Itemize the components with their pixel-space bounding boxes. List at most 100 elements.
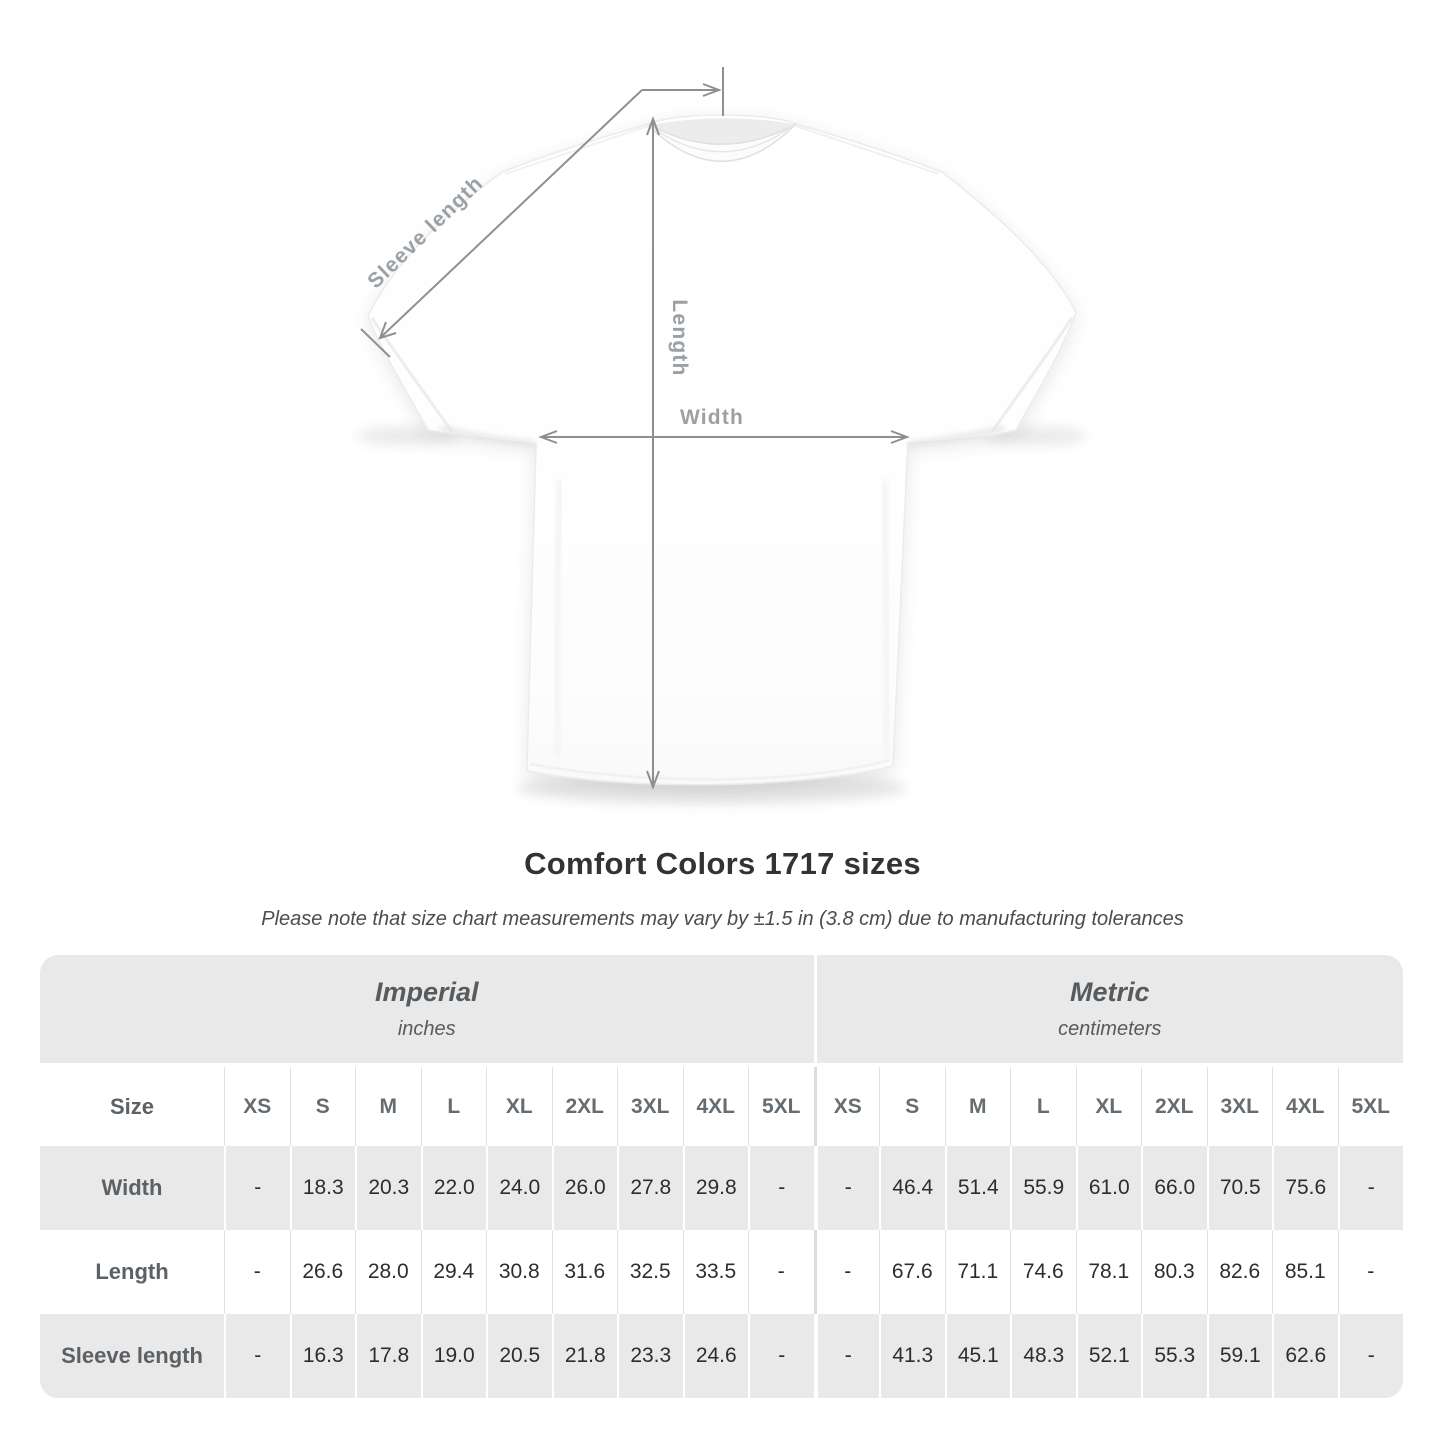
value-cell: 61.0: [1075, 1146, 1141, 1230]
size-header-imperial: 2XL: [551, 1067, 617, 1146]
value-cell: 28.0: [355, 1230, 421, 1314]
value-cell: -: [224, 1230, 290, 1314]
width-left-arrowhead: [538, 430, 558, 444]
value-cell: 29.8: [682, 1146, 748, 1230]
row-label: Length: [40, 1230, 224, 1314]
metric-unit: centimeters: [1058, 1018, 1162, 1040]
left-shoulder-seam: [504, 125, 649, 175]
imperial-header: Imperial inches: [40, 955, 814, 1067]
right-shoulder-seam: [795, 125, 940, 175]
value-cell: 29.4: [420, 1230, 486, 1314]
value-cell: 62.6: [1272, 1314, 1338, 1398]
imperial-title: Imperial: [374, 977, 479, 1007]
sleeve-length-arrowhead: [378, 321, 397, 340]
value-cell: 33.5: [682, 1230, 748, 1314]
row-label: Width: [40, 1146, 224, 1230]
metric-header: Metric centimeters: [813, 955, 1403, 1067]
size-header-metric: 2XL: [1141, 1067, 1207, 1146]
value-cell: 82.6: [1206, 1230, 1272, 1314]
value-cell: -: [1337, 1146, 1403, 1230]
sleeve-length-end-tick: [360, 328, 391, 358]
left-armpit-shade: [439, 425, 536, 447]
size-header-row: Size XS S M L XL 2XL 3XL 4XL 5XL XS S M …: [40, 1067, 1403, 1146]
width-label: Width: [680, 406, 744, 429]
value-cell: 41.3: [879, 1314, 945, 1398]
value-cell: 31.6: [551, 1230, 617, 1314]
value-cell: -: [224, 1146, 290, 1230]
value-cell: 21.8: [551, 1314, 617, 1398]
right-body-crease: [880, 479, 891, 756]
size-header-metric: L: [1010, 1067, 1076, 1146]
size-header-metric: S: [879, 1067, 945, 1146]
value-cell: 16.3: [289, 1314, 355, 1398]
size-header-metric: 4XL: [1272, 1067, 1338, 1146]
value-cell: 24.6: [682, 1314, 748, 1398]
value-cell: 67.6: [879, 1230, 945, 1314]
width-row: Width - 18.3 20.3 22.0 24.0 26.0 27.8 29…: [40, 1146, 1403, 1230]
page-title: Comfort Colors 1717 sizes: [524, 846, 921, 881]
value-cell: 55.3: [1141, 1314, 1207, 1398]
value-cell: 18.3: [289, 1146, 355, 1230]
value-cell: 23.3: [617, 1314, 683, 1398]
value-cell: -: [224, 1314, 290, 1398]
value-cell: -: [1337, 1230, 1403, 1314]
value-cell: 19.0: [420, 1314, 486, 1398]
value-cell: 32.5: [617, 1230, 683, 1314]
value-cell: 48.3: [1010, 1314, 1076, 1398]
unit-header-row: Imperial inches Metric centimeters: [40, 955, 1403, 1067]
value-cell: 26.0: [551, 1146, 617, 1230]
length-label: Length: [668, 299, 691, 376]
hem-stitch: [529, 758, 891, 781]
size-header-imperial: 5XL: [748, 1067, 814, 1146]
value-cell: 46.4: [879, 1146, 945, 1230]
size-header-imperial: L: [420, 1067, 486, 1146]
value-cell: 26.6: [289, 1230, 355, 1314]
size-header-metric: XS: [813, 1067, 879, 1146]
size-column-header: Size: [40, 1067, 224, 1146]
right-armpit-shade: [908, 425, 1005, 447]
value-cell: -: [748, 1146, 814, 1230]
value-cell: 55.9: [1010, 1146, 1076, 1230]
value-cell: 71.1: [944, 1230, 1010, 1314]
value-cell: -: [813, 1314, 879, 1398]
length-top-arrowhead: [646, 116, 660, 136]
collar-seam: [649, 124, 795, 153]
value-cell: 17.8: [355, 1314, 421, 1398]
row-label: Sleeve length: [40, 1314, 224, 1398]
size-chart: Imperial inches Metric centimeters Size …: [40, 955, 1403, 1398]
sleeve-length-row: Sleeve length - 16.3 17.8 19.0 20.5 21.8…: [40, 1314, 1403, 1398]
size-header-imperial: 4XL: [682, 1067, 748, 1146]
value-cell: -: [748, 1314, 814, 1398]
value-cell: -: [748, 1230, 814, 1314]
tolerance-note: Please note that size chart measurements…: [261, 908, 1184, 930]
size-header-imperial: 3XL: [617, 1067, 683, 1146]
size-header-metric: XL: [1075, 1067, 1141, 1146]
collar-inside: [650, 118, 794, 145]
imperial-unit: inches: [397, 1018, 456, 1040]
left-body-crease: [553, 479, 564, 756]
size-header-imperial: M: [355, 1067, 421, 1146]
value-cell: -: [813, 1146, 879, 1230]
size-header-imperial: S: [289, 1067, 355, 1146]
collar-band: [646, 123, 797, 162]
metric-title: Metric: [1069, 977, 1150, 1007]
size-header-metric: M: [944, 1067, 1010, 1146]
value-cell: 66.0: [1141, 1146, 1207, 1230]
value-cell: 74.6: [1010, 1230, 1076, 1314]
tshirt-body: [367, 114, 1077, 786]
top-arrowhead: [702, 83, 722, 97]
sleeve-length-line: [379, 89, 643, 339]
length-bottom-arrowhead: [646, 770, 660, 790]
value-cell: -: [1337, 1314, 1403, 1398]
value-cell: 30.8: [486, 1230, 552, 1314]
size-header-metric: 5XL: [1337, 1067, 1403, 1146]
value-cell: 70.5: [1206, 1146, 1272, 1230]
tshirt-measurement-diagram: Sleeve length Length Width: [356, 67, 1088, 804]
value-cell: 22.0: [420, 1146, 486, 1230]
value-cell: -: [813, 1230, 879, 1314]
length-row: Length - 26.6 28.0 29.4 30.8 31.6 32.5 3…: [40, 1230, 1403, 1314]
value-cell: 52.1: [1075, 1314, 1141, 1398]
value-cell: 20.3: [355, 1146, 421, 1230]
size-header-imperial: XS: [224, 1067, 290, 1146]
